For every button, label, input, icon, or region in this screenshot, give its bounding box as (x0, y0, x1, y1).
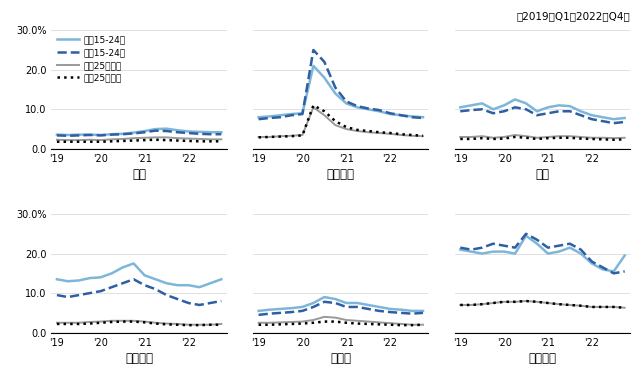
X-axis label: イギリス: イギリス (125, 352, 153, 365)
X-axis label: フランス: フランス (529, 352, 556, 365)
X-axis label: 日本: 日本 (132, 168, 146, 181)
X-axis label: ドイツ: ドイツ (331, 352, 351, 365)
Legend: 男、15-24歳, 女、15-24歳, 男、25歳以上, 女、25歳以上: 男、15-24歳, 女、15-24歳, 男、25歳以上, 女、25歳以上 (53, 32, 130, 86)
X-axis label: 韓国: 韓国 (536, 168, 550, 181)
X-axis label: アメリカ: アメリカ (327, 168, 355, 181)
Text: （2019年Q1～2022年Q4）: （2019年Q1～2022年Q4） (516, 11, 630, 21)
